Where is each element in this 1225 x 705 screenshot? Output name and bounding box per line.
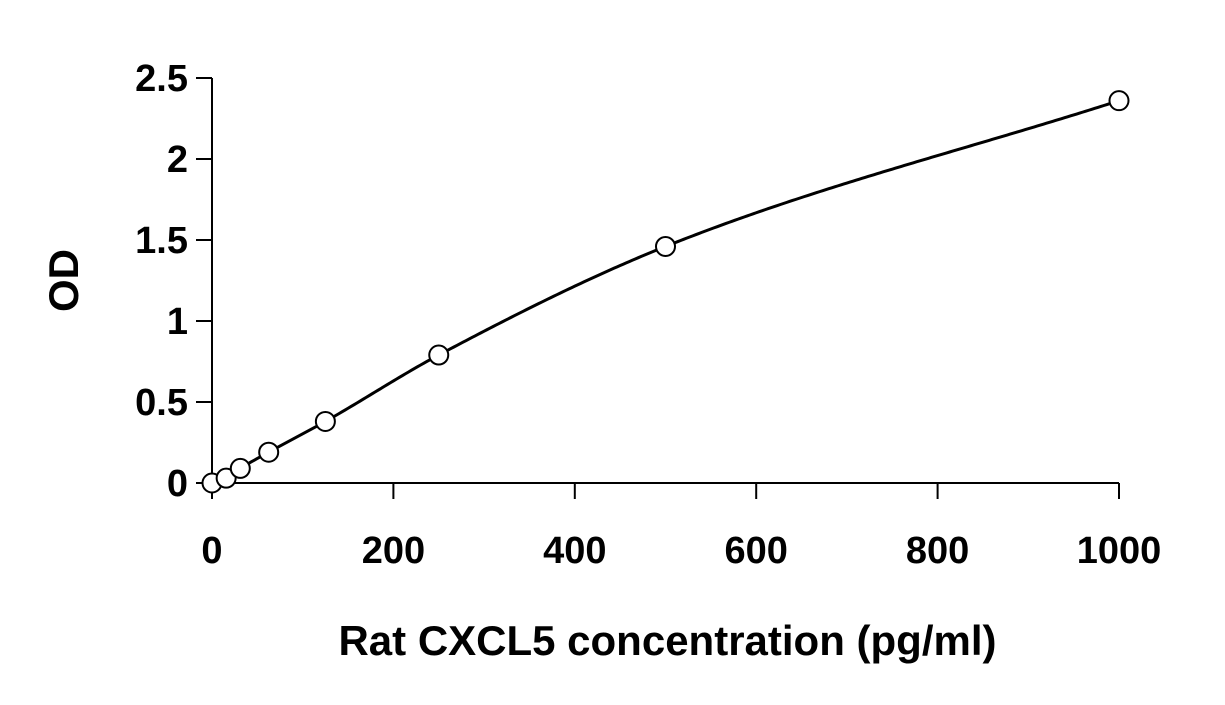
x-tick-label: 200 — [362, 530, 425, 572]
data-point — [229, 457, 251, 479]
data-points-layer — [201, 90, 1130, 494]
data-point — [1108, 90, 1130, 112]
y-tick-label: 0.5 — [135, 382, 188, 424]
y-tick-label: 1.5 — [135, 220, 188, 262]
x-tick-label: 400 — [543, 530, 606, 572]
x-tick-label: 800 — [906, 530, 969, 572]
fit-curve — [211, 99, 1120, 485]
axes — [196, 77, 1120, 499]
y-tick-label: 1 — [167, 301, 188, 343]
data-point — [215, 467, 237, 489]
x-tick-label: 0 — [201, 530, 222, 572]
data-point — [428, 344, 450, 366]
x-tick-label: 600 — [724, 530, 787, 572]
data-point — [258, 441, 280, 463]
data-point — [314, 410, 336, 432]
x-axis-title: Rat CXCL5 concentration (pg/ml) — [338, 617, 996, 664]
y-axis-title: OD — [40, 249, 87, 312]
y-tick-label: 0 — [167, 463, 188, 505]
data-point — [655, 235, 676, 257]
fit-curve-layer — [211, 99, 1120, 485]
y-tick-label: 2 — [167, 139, 188, 181]
tick-labels-layer: 0 0.5 1 1.5 2 2.5 0 200 400 600 800 1000 — [135, 58, 1161, 572]
y-tick-label: 2.5 — [135, 58, 188, 100]
x-tick-label: 1000 — [1077, 530, 1162, 572]
